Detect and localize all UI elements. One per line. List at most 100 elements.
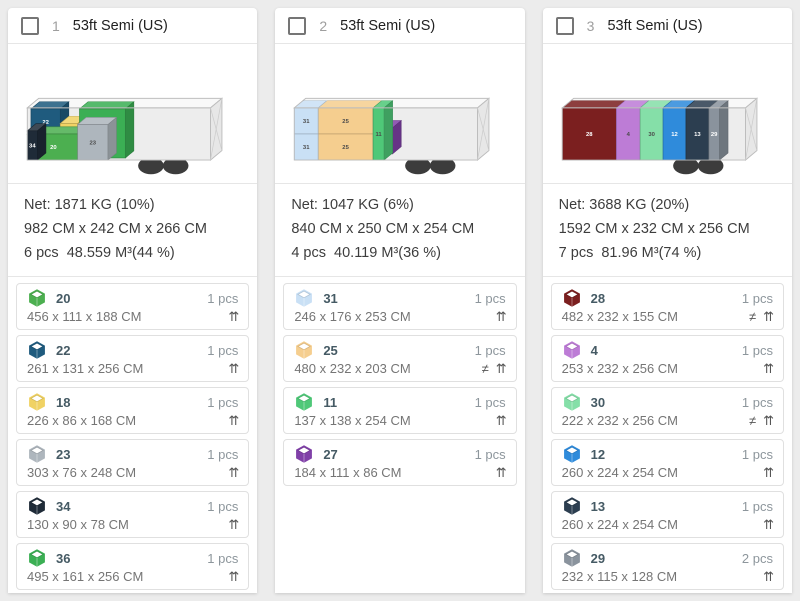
item-id: 20 (56, 290, 71, 306)
item-dims: 480 x 232 x 203 CM (294, 361, 411, 377)
this-way-up-icon: ⇈ (228, 465, 239, 481)
container-checkbox[interactable] (555, 16, 574, 35)
container-header[interactable]: 2 53ft Semi (US) (275, 8, 525, 44)
this-way-up-icon: ⇈ (763, 309, 774, 325)
stats-pieces-volume: 4 pcs 40.119 M³(36 %) (291, 245, 441, 262)
item-qty: 1 pcs (474, 290, 506, 306)
box-icon (296, 289, 313, 307)
not-stackable-icon: ≠ (748, 309, 757, 325)
cargo-item-card[interactable]: 29 2 pcs 232 x 115 x 128 CM ⇈ (550, 543, 784, 591)
cargo-item-card[interactable]: 34 1 pcs 130 x 90 x 78 CM ⇈ (16, 491, 250, 539)
item-id: 23 (56, 446, 71, 462)
cargo-item-card[interactable]: 22 1 pcs 261 x 131 x 256 CM ⇈ (16, 335, 250, 383)
svg-text:4: 4 (626, 132, 630, 138)
item-dims: 495 x 161 x 256 CM (27, 569, 144, 585)
box-icon (563, 445, 580, 463)
item-dims: 482 x 232 x 155 CM (561, 309, 679, 325)
cargo-item-card[interactable]: 4 1 pcs 253 x 232 x 256 CM ⇈ (550, 335, 784, 383)
item-dims: 232 x 115 x 128 CM (561, 569, 678, 585)
box-icon (563, 393, 580, 411)
this-way-up-icon: ⇈ (763, 465, 774, 481)
item-id: 18 (56, 394, 71, 410)
item-id: 11 (323, 394, 338, 410)
svg-text:25: 25 (343, 119, 350, 125)
item-id: 28 (590, 290, 606, 306)
cargo-item-card[interactable]: 31 1 pcs 246 x 176 x 253 CM ⇈ (283, 283, 517, 331)
item-list: 28 1 pcs 482 x 232 x 155 CM ≠ ⇈ 4 1 pcs … (543, 277, 792, 593)
item-id: 25 (323, 342, 338, 358)
item-qty: 1 pcs (741, 290, 773, 306)
container-stats: Net: 1871 KG (10%) 982 CM x 242 CM x 266… (8, 184, 258, 278)
this-way-up-icon: ⇈ (495, 465, 507, 481)
svg-text:22: 22 (42, 120, 49, 126)
container-stats: Net: 3688 KG (20%) 1592 CM x 232 CM x 25… (542, 184, 792, 278)
this-way-up-icon: ⇈ (763, 361, 774, 377)
item-id: 30 (590, 394, 606, 410)
truck-visualization[interactable]: 252531312711 (275, 44, 525, 185)
this-way-up-icon: ⇈ (228, 517, 239, 533)
cargo-item-card[interactable]: 25 1 pcs 480 x 232 x 203 CM ≠ ⇈ (283, 335, 517, 383)
stats-dimensions: 840 CM x 250 CM x 254 CM (291, 221, 475, 238)
item-dims: 260 x 224 x 254 CM (561, 517, 679, 533)
this-way-up-icon: ⇈ (763, 569, 774, 585)
container-title: 53ft Semi (US) (72, 17, 168, 34)
container-column-1: 1 53ft Semi (US) 22 18 36 20 23 34 Net: 1871 … (8, 8, 258, 593)
container-number: 2 (319, 17, 328, 34)
box-icon (563, 549, 580, 567)
cargo-item-card[interactable]: 23 1 pcs 303 x 76 x 248 CM ⇈ (16, 439, 250, 487)
item-qty: 1 pcs (207, 446, 239, 462)
box-icon (29, 549, 45, 567)
container-header[interactable]: 3 53ft Semi (US) (542, 8, 792, 44)
cargo-item-card[interactable]: 27 1 pcs 184 x 111 x 86 CM ⇈ (283, 439, 517, 487)
this-way-up-icon: ⇈ (495, 361, 507, 377)
cargo-item-card[interactable]: 36 1 pcs 495 x 161 x 256 CM ⇈ (16, 543, 250, 591)
cargo-item-card[interactable]: 20 1 pcs 456 x 111 x 188 CM ⇈ (16, 283, 250, 331)
item-dims: 184 x 111 x 86 CM (294, 465, 402, 481)
svg-text:11: 11 (376, 132, 383, 138)
item-qty: 1 pcs (207, 290, 239, 306)
this-way-up-icon: ⇈ (228, 413, 239, 429)
item-qty: 1 pcs (474, 342, 506, 358)
box-icon (29, 341, 45, 359)
svg-text:25: 25 (343, 145, 350, 151)
item-list: 31 1 pcs 246 x 176 x 253 CM ⇈ 25 1 pcs 4… (275, 277, 524, 593)
container-header[interactable]: 1 53ft Semi (US) (8, 8, 258, 44)
item-id: 34 (56, 498, 71, 514)
cargo-item-card[interactable]: 13 1 pcs 260 x 224 x 254 CM ⇈ (550, 491, 784, 539)
item-id: 4 (590, 342, 598, 358)
cargo-item-card[interactable]: 12 1 pcs 260 x 224 x 254 CM ⇈ (550, 439, 784, 487)
item-list: 20 1 pcs 456 x 111 x 188 CM ⇈ 22 1 pcs 2… (8, 277, 257, 593)
cargo-item-card[interactable]: 30 1 pcs 222 x 232 x 256 CM ≠ ⇈ (550, 387, 784, 435)
box-icon (29, 393, 45, 411)
this-way-up-icon: ⇈ (495, 413, 507, 429)
container-stats: Net: 1047 KG (6%) 840 CM x 250 CM x 254 … (275, 184, 525, 278)
truck-visualization[interactable]: 28 4 30 12 13 29 (542, 44, 792, 185)
item-id: 13 (590, 498, 606, 514)
stats-net-weight: Net: 1047 KG (6%) (291, 197, 414, 214)
container-checkbox[interactable] (21, 16, 39, 35)
this-way-up-icon: ⇈ (763, 517, 774, 533)
stats-pieces-volume: 6 pcs 48.559 M³(44 %) (24, 245, 175, 262)
container-checkbox[interactable] (288, 16, 307, 35)
svg-text:13: 13 (694, 132, 701, 138)
item-dims: 253 x 232 x 256 CM (561, 361, 679, 377)
box-icon (29, 497, 45, 515)
item-qty: 1 pcs (207, 394, 239, 410)
container-column-2: 2 53ft Semi (US) 25 25 31 31 27 11 Net: 1047 … (275, 8, 525, 593)
svg-text:31: 31 (303, 145, 310, 151)
cargo-item-card[interactable]: 28 1 pcs 482 x 232 x 155 CM ≠ ⇈ (550, 283, 784, 331)
not-stackable-icon: ≠ (481, 361, 489, 377)
svg-text:20: 20 (50, 145, 57, 151)
cargo-item-card[interactable]: 18 1 pcs 226 x 86 x 168 CM ⇈ (16, 387, 250, 435)
cargo-item-card[interactable]: 11 1 pcs 137 x 138 x 254 CM ⇈ (283, 387, 517, 435)
item-qty: 1 pcs (474, 394, 506, 410)
item-qty: 1 pcs (741, 446, 773, 462)
item-dims: 303 x 76 x 248 CM (27, 465, 137, 481)
box-icon (296, 393, 313, 411)
box-icon (29, 445, 45, 463)
truck-visualization[interactable]: 221836202334 (8, 44, 258, 185)
this-way-up-icon: ⇈ (228, 309, 239, 325)
item-id: 27 (323, 446, 338, 462)
item-dims: 261 x 131 x 256 CM (27, 361, 144, 377)
